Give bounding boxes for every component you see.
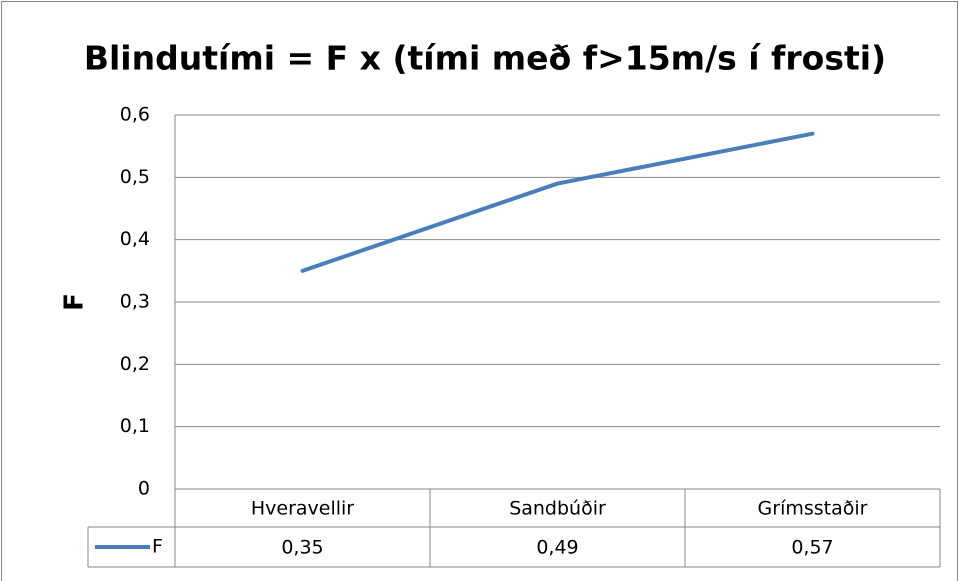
y-axis-label: F bbox=[60, 293, 90, 311]
line-series bbox=[300, 131, 815, 273]
chart-title: Blindutími = F x (tími með f>15m/s í fro… bbox=[84, 39, 886, 78]
y-tick-label: 0,3 bbox=[120, 291, 150, 313]
data-table-value: 0,57 bbox=[791, 537, 833, 559]
y-tick-label: 0,5 bbox=[120, 166, 150, 188]
x-tick-label: Sandbúðir bbox=[509, 498, 606, 520]
legend-label: F bbox=[152, 536, 163, 558]
y-tick-label: 0 bbox=[138, 478, 150, 500]
y-tick-label: 0,2 bbox=[120, 353, 150, 375]
x-tick-label: Hveravellir bbox=[251, 498, 354, 520]
y-tick-label: 0,1 bbox=[120, 415, 150, 437]
y-tick-label: 0,6 bbox=[120, 104, 150, 126]
data-table-value: 0,49 bbox=[536, 537, 578, 559]
x-tick-label: Grímsstaðir bbox=[758, 498, 868, 520]
y-tick-label: 0,4 bbox=[120, 228, 150, 250]
data-table-value: 0,35 bbox=[281, 537, 323, 559]
